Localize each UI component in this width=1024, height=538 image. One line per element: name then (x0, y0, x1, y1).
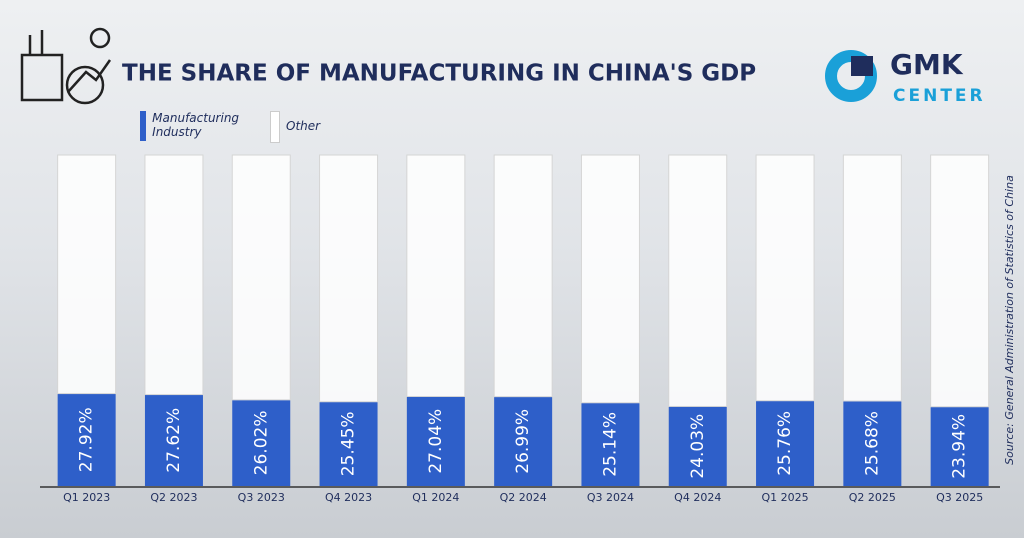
x-tick-label: Q3 2025 (936, 491, 983, 504)
bar-segment (57, 393, 116, 486)
bar-segment (581, 402, 640, 486)
chart-title: THE SHARE OF MANUFACTURING IN CHINA'S GD… (122, 61, 756, 87)
legend-label: Other (286, 119, 321, 133)
value-label: 26.99% (513, 409, 533, 474)
value-label: 23.94% (950, 414, 970, 479)
bar-segment (842, 154, 902, 402)
bar-segment (843, 400, 902, 486)
value-label: 25.68% (862, 411, 882, 476)
bar-segment (319, 154, 379, 403)
bar-segment (231, 154, 291, 401)
x-tick-label: Q1 2024 (412, 491, 459, 504)
bar-segment (232, 399, 291, 486)
value-label: 24.03% (688, 414, 708, 479)
value-label: 26.02% (251, 411, 271, 476)
value-label: 27.92% (77, 407, 97, 472)
icon (20, 27, 112, 105)
bar-segment (668, 154, 728, 407)
legend-swatch (140, 111, 147, 141)
x-tick-label: Q3 2023 (238, 491, 285, 504)
bar-segment (319, 401, 378, 486)
x-tick-label: Q4 2023 (325, 491, 372, 504)
logo-subtext: CENTER (893, 86, 986, 106)
value-label: 25.45% (339, 411, 359, 476)
bar-segment (406, 396, 465, 486)
x-tick-label: Q1 2025 (761, 491, 808, 504)
bar-segment (144, 394, 203, 486)
legend-item: Other (270, 111, 320, 143)
x-tick-label: Q1 2023 (63, 491, 110, 504)
x-tick-label: Q2 2024 (500, 491, 547, 504)
bar-segment (755, 154, 815, 402)
bar-segment (756, 400, 815, 486)
x-tick-label: Q3 2024 (587, 491, 634, 504)
bar-segment (493, 154, 553, 398)
value-label: 27.62% (164, 408, 184, 473)
bar-segment (494, 396, 553, 486)
bar-segment (930, 406, 989, 486)
bar-segment (668, 406, 727, 486)
bar-segment (930, 154, 990, 408)
source: Source: General Administration of Statis… (1003, 175, 1016, 465)
bar-segment (580, 154, 640, 404)
logo-text: GMK (890, 48, 964, 81)
value-label: 25.76% (775, 411, 795, 476)
legend-swatch (270, 111, 280, 143)
legend-item: Manufacturing Industry (140, 111, 260, 141)
x-tick-label: Q2 2025 (849, 491, 896, 504)
bar-segment (406, 154, 466, 397)
x-tick-label: Q4 2024 (674, 491, 721, 504)
bar-segment (144, 154, 204, 396)
logo: GMK CENTER (825, 48, 986, 106)
value-label: 27.04% (426, 409, 446, 474)
bar-segment (57, 154, 117, 395)
x-tick-label: Q2 2023 (150, 491, 197, 504)
value-label: 25.14% (600, 412, 620, 477)
legend-label: Manufacturing Industry (152, 111, 240, 139)
